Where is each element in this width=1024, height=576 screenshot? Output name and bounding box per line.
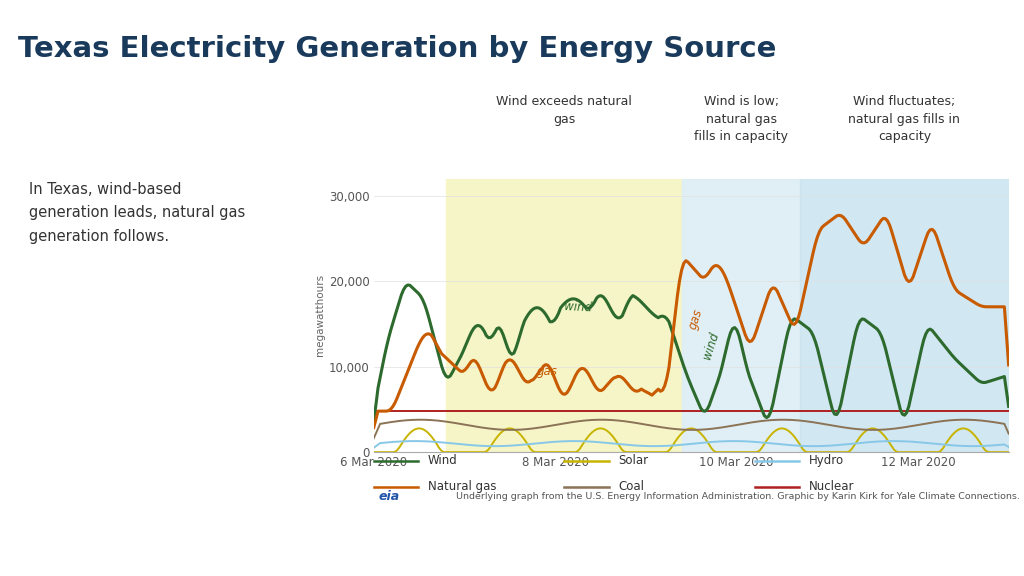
Text: Solar: Solar [618, 454, 648, 467]
Text: CLIMATE ♻
SUPERSTARS: CLIMATE ♻ SUPERSTARS [889, 529, 975, 557]
Text: Wind: Wind [428, 454, 458, 467]
Text: Natural gas: Natural gas [428, 480, 497, 494]
Y-axis label: megawatthours: megawatthours [314, 274, 325, 357]
Text: Underlying graph from the U.S. Energy Information Administration. Graphic by Kar: Underlying graph from the U.S. Energy In… [456, 492, 1020, 501]
Text: eia: eia [379, 490, 400, 503]
Text: Wind exceeds natural
gas: Wind exceeds natural gas [497, 95, 632, 126]
Text: wind: wind [564, 300, 593, 314]
Text: Wind is low;
natural gas
fills in capacity: Wind is low; natural gas fills in capaci… [694, 95, 788, 143]
Bar [682, 179, 800, 452]
Text: Wind fluctuates;
natural gas fills in
capacity: Wind fluctuates; natural gas fills in ca… [849, 95, 961, 143]
Text: ENERGY STAR: ENERGY STAR [98, 539, 168, 547]
Text: Hydro: Hydro [809, 454, 844, 467]
Text: National
Environmental
Education
Foundation: National Environmental Education Foundat… [518, 523, 574, 563]
Text: ◆NEEF: ◆NEEF [418, 528, 504, 552]
Text: Coal: Coal [618, 480, 644, 494]
Text: Texas Electricity Generation by Energy Source: Texas Electricity Generation by Energy S… [18, 35, 777, 63]
Text: gas: gas [687, 308, 706, 331]
Bar [800, 179, 1009, 452]
Text: gas: gas [537, 365, 558, 378]
Text: In Texas, wind-based
generation leads, natural gas
generation follows.: In Texas, wind-based generation leads, n… [30, 182, 246, 244]
Text: SAMSUNG: SAMSUNG [705, 535, 791, 551]
Text: Nuclear: Nuclear [809, 480, 854, 494]
Bar [446, 179, 682, 452]
Text: wind: wind [700, 331, 721, 361]
